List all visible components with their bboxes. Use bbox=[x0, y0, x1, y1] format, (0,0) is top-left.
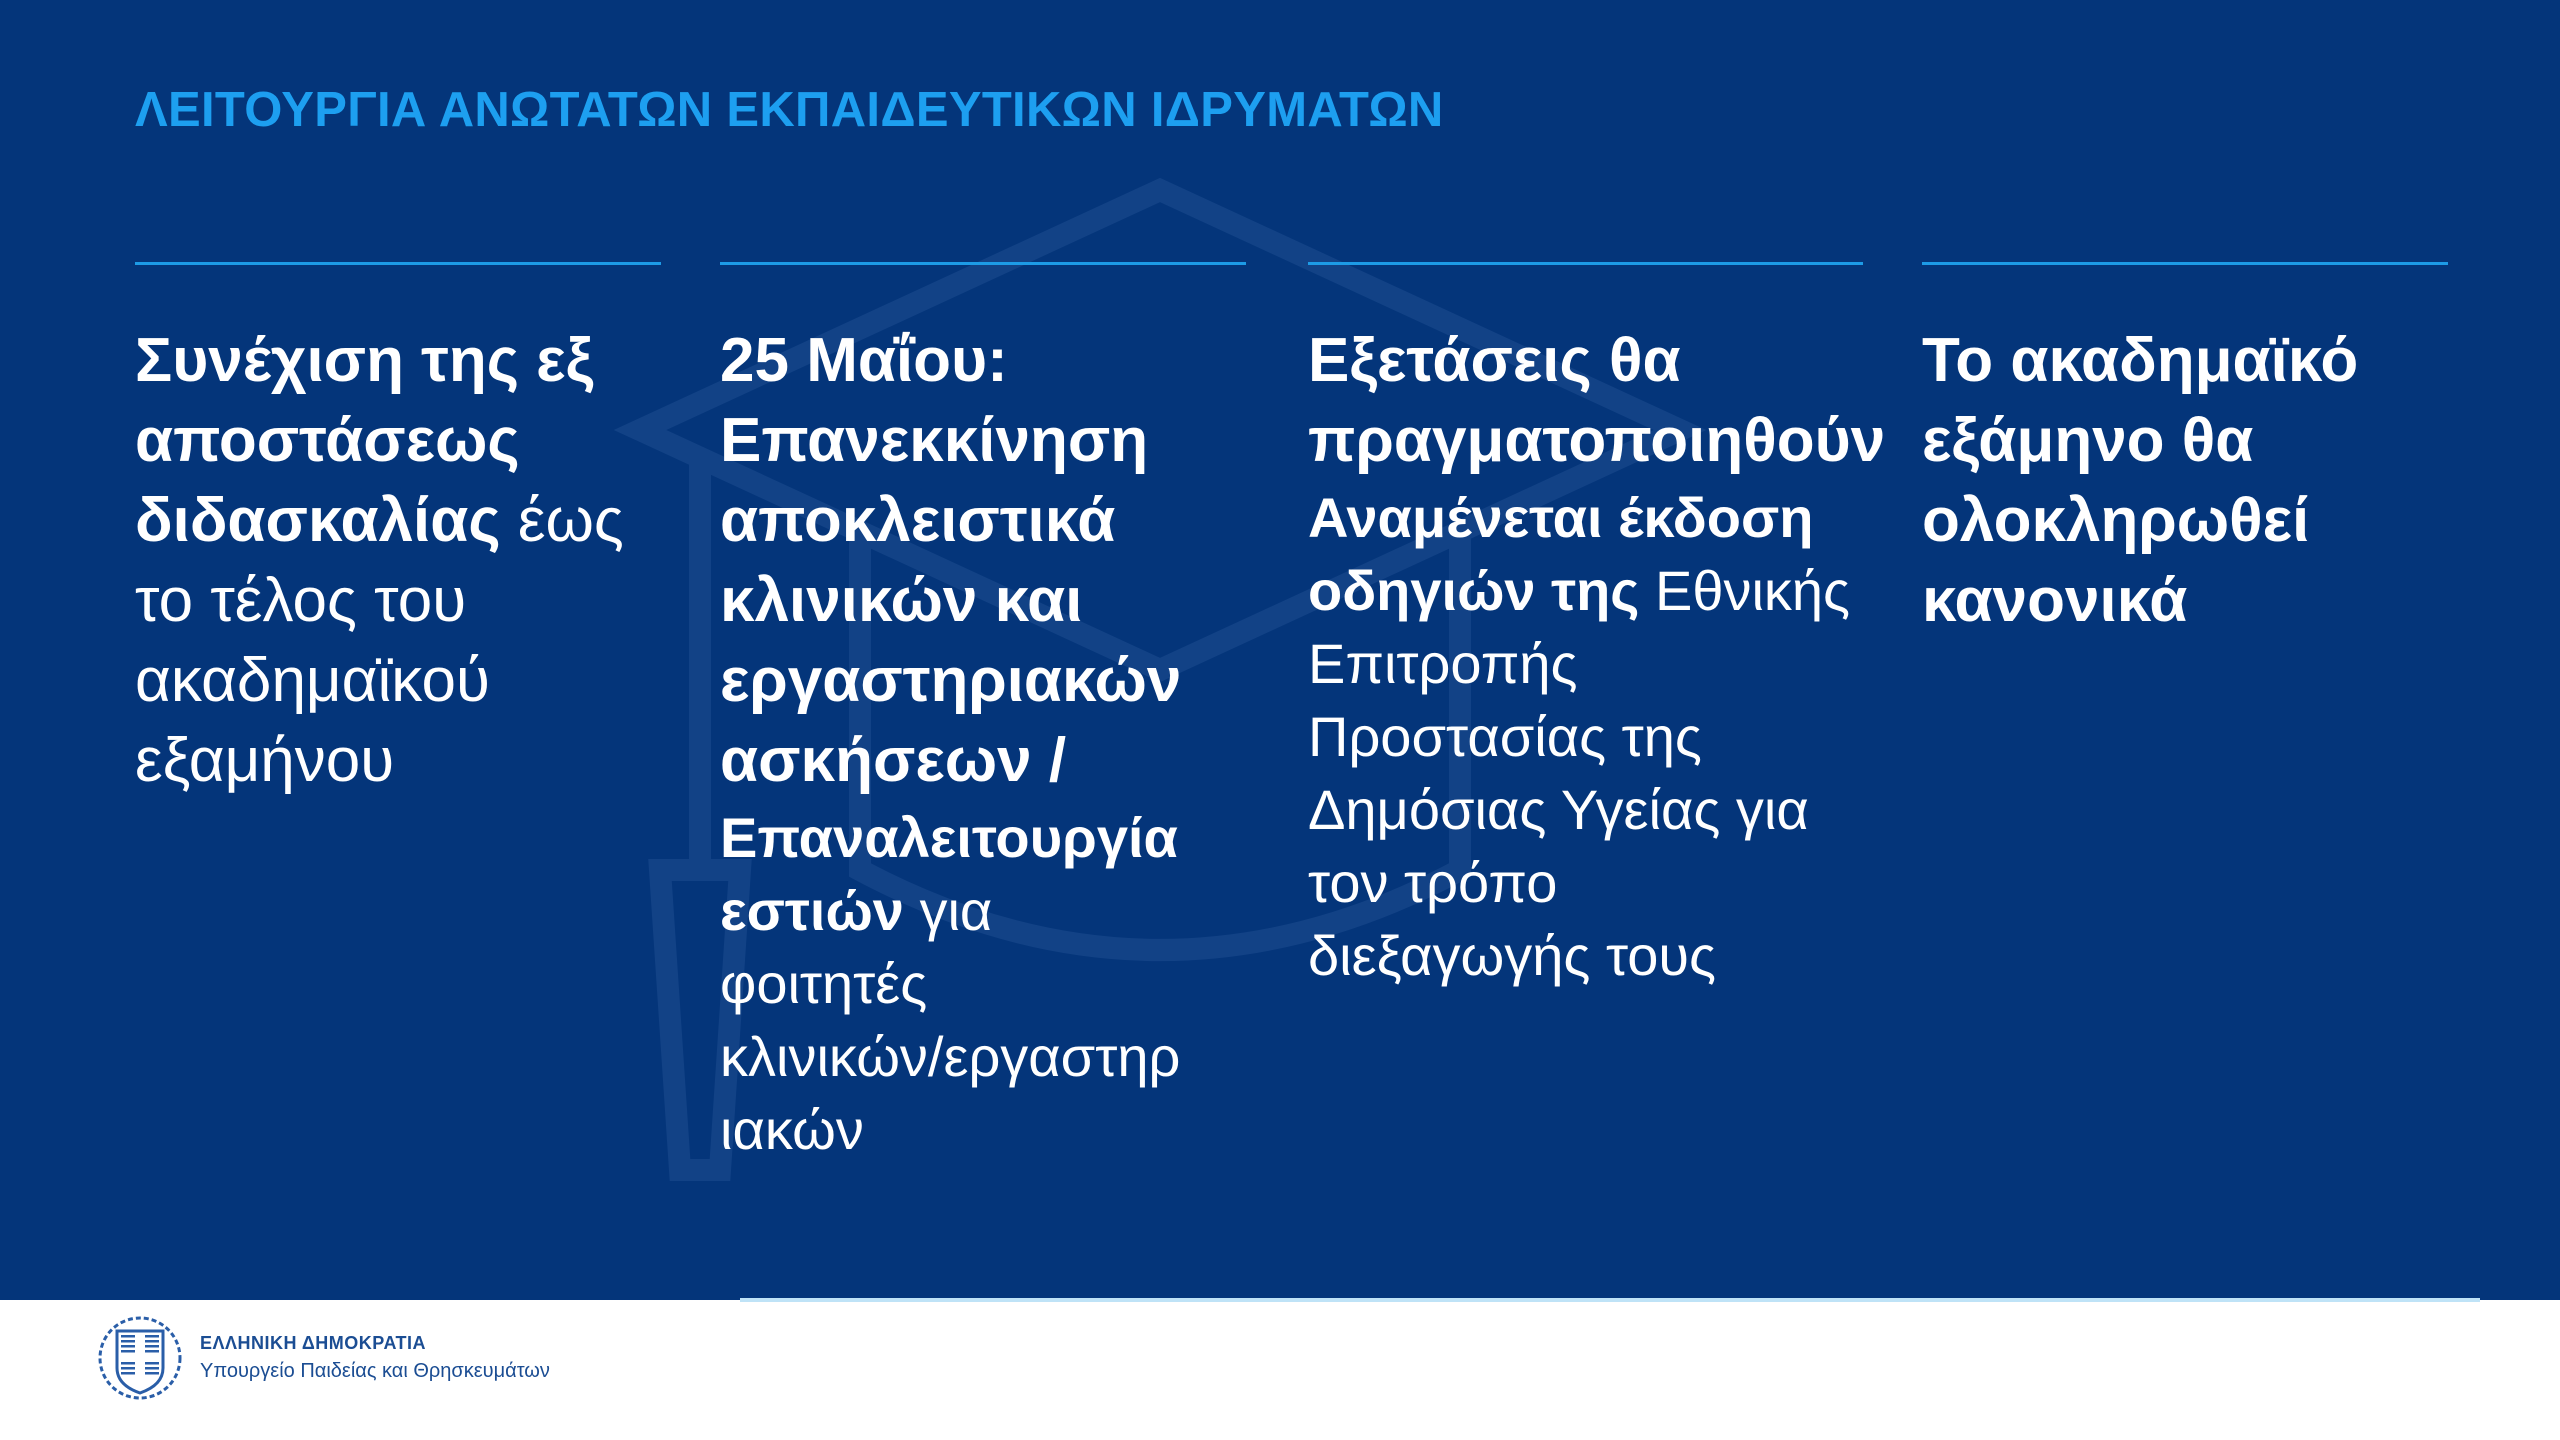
bold-text: αποστάσεως bbox=[135, 406, 520, 475]
text-line: Επαναλειτουργία bbox=[720, 801, 1246, 874]
regular-text: έως bbox=[500, 486, 624, 555]
greek-coat-of-arms-icon bbox=[98, 1316, 182, 1400]
regular-text: Δημόσιας Υγείας για bbox=[1308, 778, 1809, 841]
text-line: φοιτητές bbox=[720, 947, 1246, 1020]
column-may-25-restart: 25 Μαΐου: Επανεκκίνηση αποκλειστικά κλινικώ… bbox=[720, 262, 1246, 1166]
text-line: Συνέχιση της εξ bbox=[135, 321, 661, 401]
bold-text: Το ακαδημαϊκό bbox=[1922, 326, 2359, 395]
regular-text: κλινικών/εργαστηρ bbox=[720, 1025, 1181, 1088]
text-line: εστιών για bbox=[720, 874, 1246, 947]
text-line: ιακών bbox=[720, 1093, 1246, 1166]
text-line: το τέλος του bbox=[135, 561, 661, 641]
text-line: οδηγιών της Εθνικής bbox=[1308, 554, 1863, 627]
column-semester-completion: Το ακαδημαϊκό εξάμηνο θα ολοκληρωθεί κανονι… bbox=[1922, 262, 2448, 641]
text-line: Δημόσιας Υγείας για bbox=[1308, 773, 1863, 846]
page-title: ΛΕΙΤΟΥΡΓΙΑ ΑΝΩΤΑΤΩΝ ΕΚΠΑΙΔΕΥΤΙΚΩΝ ΙΔΡΥΜΑ… bbox=[135, 83, 1444, 137]
footer-ministry-label: Υπουργείο Παιδείας και Θρησκευμάτων bbox=[200, 1360, 550, 1382]
text-line: ολοκληρωθεί bbox=[1922, 481, 2448, 561]
bold-text: Επαναλειτουργία bbox=[720, 806, 1178, 869]
text-line: τον τρόπο bbox=[1308, 846, 1863, 919]
column-text: 25 Μαΐου: Επανεκκίνηση αποκλειστικά κλινικώ… bbox=[720, 321, 1246, 1166]
bold-text: Εξετάσεις θα bbox=[1308, 326, 1681, 395]
text-line: εξαμήνου bbox=[135, 721, 661, 801]
bold-text: ολοκληρωθεί bbox=[1922, 486, 2310, 555]
column-exams: Εξετάσεις θα πραγματοποιηθούν Αναμένεται έ… bbox=[1308, 262, 1885, 992]
text-line: ασκήσεων / bbox=[720, 721, 1246, 801]
bold-text: εξάμηνο θα bbox=[1922, 406, 2254, 475]
bold-text: Επανεκκίνηση bbox=[720, 406, 1149, 475]
graduation-cap-watermark-icon bbox=[613, 177, 1707, 1181]
text-line: Εξετάσεις θα bbox=[1308, 321, 1863, 401]
text-line: κλινικών και bbox=[720, 561, 1246, 641]
regular-text: τον τρόπο bbox=[1308, 851, 1558, 914]
regular-text: εξαμήνου bbox=[135, 726, 395, 795]
text-line: ακαδημαϊκού bbox=[135, 641, 661, 721]
text-line: Το ακαδημαϊκό bbox=[1922, 321, 2448, 401]
bold-text: κλινικών και bbox=[720, 566, 1083, 635]
column-distance-learning: Συνέχιση της εξ αποστάσεως διδασκαλίας έως… bbox=[135, 262, 661, 801]
text-line: Προστασίας της bbox=[1308, 700, 1863, 773]
bold-text: οδηγιών της bbox=[1308, 559, 1640, 622]
column-rule bbox=[720, 262, 1246, 265]
footer-divider bbox=[740, 1298, 2480, 1302]
bold-text: Αναμένεται έκδοση bbox=[1308, 486, 1814, 549]
text-line: 25 Μαΐου: bbox=[720, 321, 1246, 401]
text-line: διεξαγωγής τους bbox=[1308, 919, 1863, 992]
column-text: Εξετάσεις θα πραγματοποιηθούν Αναμένεται έ… bbox=[1308, 321, 1885, 992]
regular-text: για bbox=[903, 879, 993, 942]
text-line: εργαστηριακών bbox=[720, 641, 1246, 721]
text-line: πραγματοποιηθούν bbox=[1308, 401, 1885, 481]
text-line: κανονικά bbox=[1922, 561, 2448, 641]
text-line: Αναμένεται έκδοση bbox=[1308, 481, 1863, 554]
regular-text: το τέλος του bbox=[135, 566, 467, 635]
column-rule bbox=[135, 262, 661, 265]
bold-text: εργαστηριακών bbox=[720, 646, 1182, 715]
text-line: κλινικών/εργαστηρ bbox=[720, 1020, 1246, 1093]
bold-text: κανονικά bbox=[1922, 566, 2188, 635]
footer-republic-label: ΕΛΛΗΝΙΚΗ ΔΗΜΟΚΡΑΤΙΑ bbox=[200, 1333, 426, 1353]
bold-text: εστιών bbox=[720, 879, 904, 942]
text-line: διδασκαλίας έως bbox=[135, 481, 661, 561]
text-line: αποκλειστικά bbox=[720, 481, 1246, 561]
slide: ΛΕΙΤΟΥΡΓΙΑ ΑΝΩΤΑΤΩΝ ΕΚΠΑΙΔΕΥΤΙΚΩΝ ΙΔΡΥΜΑ… bbox=[0, 0, 2560, 1300]
regular-text: διεξαγωγής τους bbox=[1308, 924, 1717, 987]
regular-text: Προστασίας της bbox=[1308, 705, 1702, 768]
bold-text: 25 Μαΐου: bbox=[720, 326, 1008, 395]
text-line: Επιτροπής bbox=[1308, 627, 1863, 700]
regular-text: Επιτροπής bbox=[1308, 632, 1578, 695]
bold-text: αποκλειστικά bbox=[720, 486, 1116, 555]
bold-text: διδασκαλίας bbox=[135, 486, 501, 555]
text-line: εξάμηνο θα bbox=[1922, 401, 2448, 481]
text-line: Επανεκκίνηση bbox=[720, 401, 1246, 481]
bold-text: ασκήσεων / bbox=[720, 726, 1067, 795]
regular-text: Εθνικής bbox=[1639, 559, 1851, 622]
bold-text: πραγματοποιηθούν bbox=[1308, 406, 1886, 475]
regular-text: ιακών bbox=[720, 1098, 864, 1161]
column-rule bbox=[1308, 262, 1863, 265]
bold-text: Συνέχιση της εξ bbox=[135, 326, 594, 395]
column-rule bbox=[1922, 262, 2448, 265]
column-text: Συνέχιση της εξ αποστάσεως διδασκαλίας έως… bbox=[135, 321, 661, 801]
column-text: Το ακαδημαϊκό εξάμηνο θα ολοκληρωθεί κανονι… bbox=[1922, 321, 2448, 641]
regular-text: ακαδημαϊκού bbox=[135, 646, 490, 715]
regular-text: φοιτητές bbox=[720, 952, 928, 1015]
text-line: αποστάσεως bbox=[135, 401, 661, 481]
